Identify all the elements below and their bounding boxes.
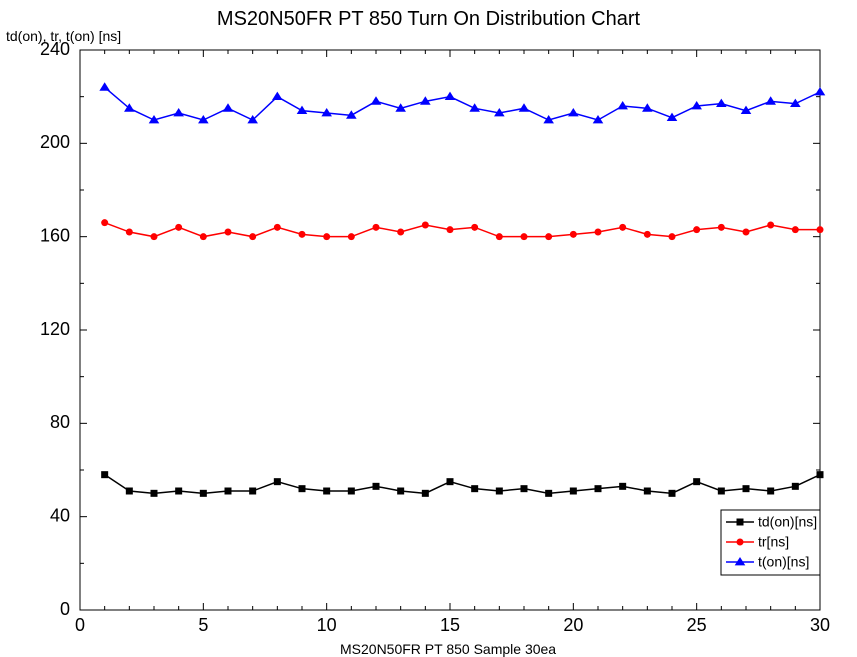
svg-text:40: 40 xyxy=(50,505,70,525)
svg-text:tr[ns]: tr[ns] xyxy=(758,534,789,550)
svg-text:80: 80 xyxy=(50,412,70,432)
svg-text:120: 120 xyxy=(40,319,70,339)
chart-container: MS20N50FR PT 850 Turn On Distribution Ch… xyxy=(0,0,857,657)
svg-text:30: 30 xyxy=(810,615,830,635)
svg-text:0: 0 xyxy=(75,615,85,635)
svg-text:5: 5 xyxy=(198,615,208,635)
svg-text:t(on)[ns]: t(on)[ns] xyxy=(758,554,809,570)
chart-svg: 0 40 80 120 160 200 240 0 5 10 15 20 25 30 td(on)[ns] t… xyxy=(0,0,857,657)
svg-text:160: 160 xyxy=(40,225,70,245)
svg-text:240: 240 xyxy=(40,39,70,59)
svg-text:0: 0 xyxy=(60,599,70,619)
svg-text:20: 20 xyxy=(563,615,583,635)
svg-text:25: 25 xyxy=(687,615,707,635)
svg-text:200: 200 xyxy=(40,132,70,152)
svg-text:15: 15 xyxy=(440,615,460,635)
svg-text:10: 10 xyxy=(317,615,337,635)
svg-text:td(on)[ns]: td(on)[ns] xyxy=(758,514,817,530)
